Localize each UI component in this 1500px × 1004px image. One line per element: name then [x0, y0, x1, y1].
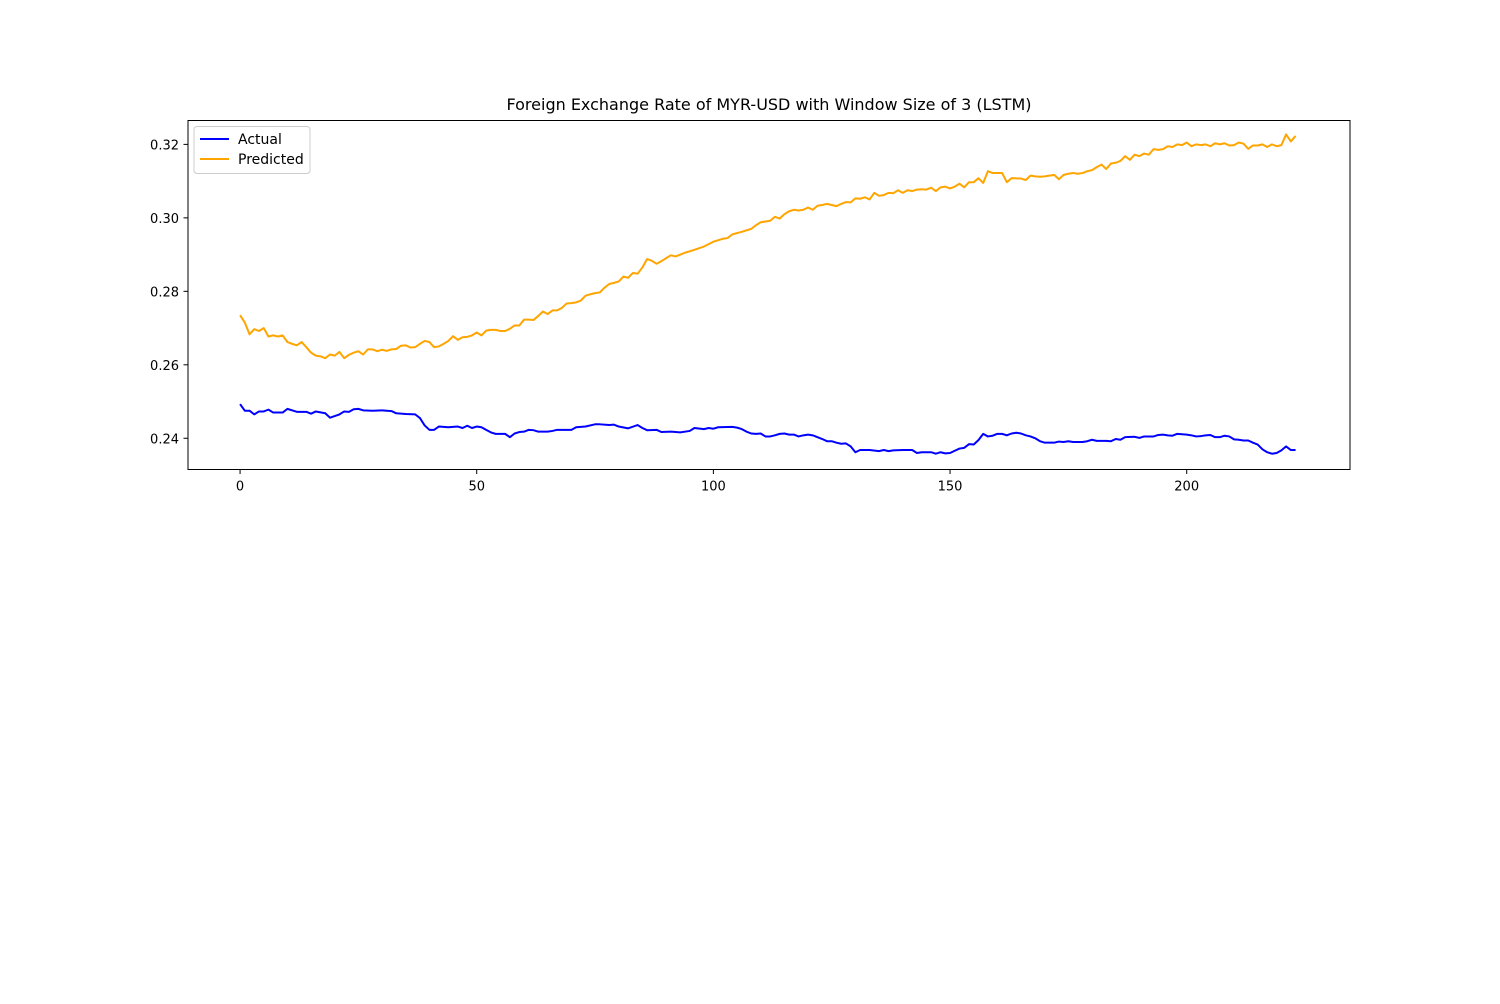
y-tick-label: 0.26	[150, 359, 179, 374]
y-tick-label: 0.32	[150, 138, 179, 153]
plot-area	[188, 120, 1350, 470]
legend-label-actual: Actual	[238, 132, 282, 148]
legend: Actual Predicted	[193, 126, 311, 174]
series-layer	[239, 133, 1297, 455]
x-tick-label: 0	[236, 480, 244, 495]
x-tick-label: 200	[1174, 480, 1199, 495]
chart-title: Foreign Exchange Rate of MYR-USD with Wi…	[506, 95, 1032, 114]
x-tick-label: 50	[468, 480, 485, 495]
y-tick-label: 0.24	[150, 432, 179, 447]
y-tick-label: 0.30	[150, 212, 179, 227]
x-tick-label: 150	[938, 480, 963, 495]
series-line-actual	[239, 403, 1296, 455]
legend-label-predicted: Predicted	[238, 152, 304, 168]
y-tick-label: 0.28	[150, 285, 179, 300]
ticks-layer: 0 50 100 150 200 0.24 0.26 0.28 0.30 0.32	[150, 138, 1199, 494]
x-tick-label: 100	[701, 480, 726, 495]
series-line-predicted	[239, 133, 1297, 360]
plot-frame	[187, 120, 1351, 470]
